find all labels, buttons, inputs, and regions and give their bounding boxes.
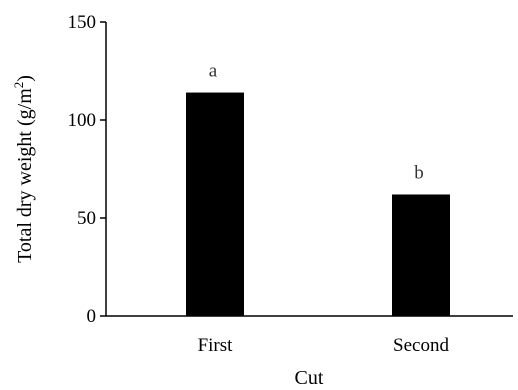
x-axis-title: Cut — [295, 367, 324, 389]
y-tick-label: 0 — [87, 306, 97, 327]
x-tick-label: First — [198, 335, 234, 356]
y-axis-title-main: Total dry weight (g/m — [14, 88, 36, 263]
significance-label: b — [414, 162, 424, 183]
bar-second — [392, 194, 450, 316]
y-tick-label: 50 — [77, 208, 96, 229]
y-axis-title-superscript: 2 — [11, 82, 26, 89]
y-axis-title-suffix: ) — [14, 75, 36, 82]
axes — [105, 22, 513, 317]
significance-labels: ab — [209, 61, 424, 184]
y-tick-label: 100 — [68, 110, 97, 131]
y-ticks: 0 50 100 150 — [68, 12, 106, 327]
bar-first — [186, 92, 244, 316]
x-tick-labels: First Second — [198, 335, 450, 356]
significance-label: a — [209, 61, 218, 82]
bars — [186, 92, 450, 316]
y-axis-title: Total dry weight (g/m2) — [11, 75, 36, 263]
x-tick-label: Second — [393, 335, 449, 356]
y-tick-label: 150 — [68, 12, 97, 33]
